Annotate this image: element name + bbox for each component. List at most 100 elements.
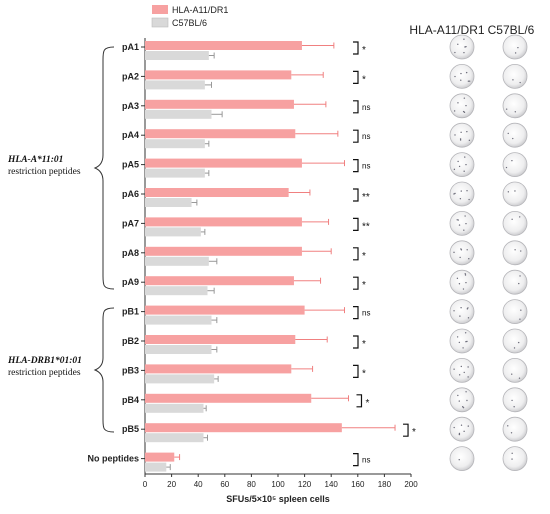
- well-spot: [505, 108, 508, 110]
- well-spot: [460, 190, 462, 192]
- bar-pa8-hla: [145, 246, 302, 256]
- significance-bracket: [356, 394, 363, 408]
- well-spot: [459, 138, 462, 140]
- legend-swatch-hla: [152, 5, 168, 14]
- well-spot: [453, 251, 455, 254]
- well-hla: [449, 269, 475, 295]
- well-spot: [520, 309, 522, 311]
- well-c57: [502, 357, 528, 383]
- well-spot: [453, 168, 456, 171]
- well-spot: [519, 318, 521, 320]
- category-label: pA8: [122, 248, 139, 258]
- well-spot: [519, 81, 521, 84]
- well-spot: [459, 256, 461, 259]
- well-spot: [465, 391, 467, 393]
- well-spot: [517, 341, 520, 344]
- bar-pa4-c57: [145, 139, 205, 149]
- well-spot: [513, 347, 516, 349]
- well-c57: [502, 181, 528, 207]
- well-spot: [466, 130, 468, 133]
- well-spot: [468, 258, 470, 260]
- group-label-dr1: HLA-DRB1*01:01 restriction peptides: [7, 355, 82, 378]
- bar-no-peptides-c57: [145, 462, 167, 472]
- bar-pb4-hla: [145, 393, 312, 403]
- well-spot: [457, 394, 459, 397]
- legend-label-hla: HLA-A11/DR1: [172, 5, 228, 15]
- well-hla: [449, 64, 475, 89]
- wells-header-c57: C57BL/6: [488, 23, 535, 37]
- bar-pa2-c57: [145, 80, 205, 90]
- bar-pa9-c57: [145, 286, 208, 296]
- well-spot: [510, 432, 513, 434]
- well-spot: [464, 332, 467, 334]
- x-tick-label: 180: [378, 480, 392, 489]
- x-tick-label: 20: [167, 480, 176, 489]
- well-spot: [458, 224, 461, 226]
- well-spot: [463, 51, 465, 54]
- well-spot: [517, 46, 519, 49]
- significance-label: ns: [362, 162, 370, 171]
- well-spot: [466, 340, 468, 343]
- well-hla: [449, 152, 475, 178]
- category-label: pA7: [122, 218, 139, 228]
- bar-pa7-c57: [145, 227, 201, 237]
- well-c57: [502, 240, 528, 266]
- x-tick-label: 200: [404, 480, 418, 489]
- bar-no-peptides-hla: [145, 452, 175, 462]
- x-tick-label: 100: [271, 480, 285, 489]
- category-label: pA4: [122, 130, 139, 140]
- well-spot: [513, 406, 515, 408]
- group-brace-a11: [93, 46, 115, 290]
- well-spot: [459, 315, 461, 317]
- well-spot: [458, 432, 461, 435]
- category-label: pA2: [122, 71, 139, 81]
- legend-label-c57: C57BL/6: [172, 18, 207, 28]
- well-spot: [468, 139, 471, 142]
- significance-label: *: [365, 398, 369, 409]
- bar-pa3-hla: [145, 99, 294, 109]
- well-c57: [502, 446, 528, 472]
- significance-bracket: [353, 276, 359, 290]
- well-spot: [518, 282, 520, 285]
- well-spot: [467, 425, 469, 427]
- category-label: pA9: [122, 277, 139, 287]
- well-c57: [502, 34, 528, 60]
- well-c57: [502, 416, 528, 442]
- well-c57: [502, 387, 528, 413]
- bar-pa6-hla: [145, 188, 289, 197]
- bar-pb1-c57: [145, 315, 212, 325]
- well-spot: [453, 110, 456, 112]
- bar-pb3-hla: [145, 364, 292, 374]
- category-label: pA5: [122, 160, 139, 170]
- well-spot: [465, 104, 467, 107]
- category-label: No peptides: [87, 454, 139, 464]
- significance-bracket: [353, 306, 359, 320]
- well-spot: [514, 111, 517, 113]
- category-label: pB1: [122, 307, 139, 317]
- well-spot: [464, 215, 466, 217]
- well-c57: [502, 152, 528, 178]
- significance-label: ns: [362, 309, 370, 318]
- significance-label: **: [362, 221, 370, 232]
- bar-pa9-hla: [145, 276, 294, 286]
- well-spot: [453, 193, 455, 195]
- group-brace-dr1: [93, 307, 115, 433]
- well-spot: [462, 288, 465, 290]
- significance-bracket: [353, 217, 359, 231]
- significance-label: *: [362, 74, 366, 85]
- well-spot: [466, 249, 468, 251]
- well-spot: [466, 190, 468, 192]
- well-spot: [511, 452, 513, 455]
- well-c57: [502, 122, 528, 148]
- well-spot: [465, 71, 468, 74]
- well-spot: [467, 307, 469, 309]
- bar-pa5-c57: [145, 168, 205, 178]
- group-label-a11: HLA-A*11:01 restriction peptides: [7, 154, 81, 177]
- x-tick-label: 0: [143, 480, 148, 489]
- well-spot: [465, 222, 467, 225]
- bar-pa3-c57: [145, 109, 212, 119]
- well-hla: [449, 299, 475, 325]
- significance-label: *: [362, 251, 366, 262]
- well-spot: [512, 79, 514, 81]
